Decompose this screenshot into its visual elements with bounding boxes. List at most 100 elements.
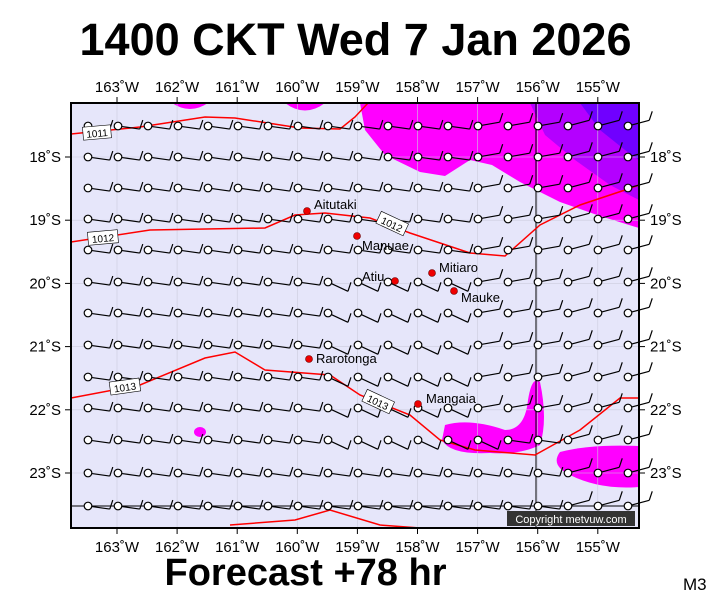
wind-barb — [413, 119, 444, 131]
barb-flag — [409, 181, 414, 192]
station-circle — [293, 340, 303, 350]
station-circle — [83, 468, 93, 478]
station-circle — [83, 277, 93, 287]
station-circle — [143, 308, 153, 318]
barb-flag — [229, 275, 234, 286]
wind-barb — [563, 393, 593, 413]
station-circle — [113, 183, 123, 193]
wind-barb — [173, 306, 204, 318]
wind-barb — [233, 466, 264, 478]
station-circle — [293, 121, 303, 131]
barb-flag — [559, 499, 564, 510]
station-circle — [413, 183, 423, 193]
wind-barb — [233, 150, 264, 162]
station-circle — [323, 245, 333, 255]
barb-flag — [289, 306, 294, 317]
station-circle — [113, 501, 123, 511]
wind-barb — [143, 370, 174, 382]
station-circle — [623, 277, 633, 287]
barb-flag — [199, 181, 204, 192]
wind-barb — [233, 212, 264, 224]
barb-flag — [259, 401, 264, 412]
station-circle — [83, 340, 93, 350]
wind-barb — [173, 181, 204, 193]
station-circle — [533, 403, 543, 413]
barb-flag — [259, 119, 264, 130]
station-circle — [623, 468, 633, 478]
station-circle — [263, 501, 273, 511]
wind-barb — [113, 433, 144, 445]
wind-barb — [533, 466, 564, 478]
barb-flag — [347, 345, 352, 355]
barb-flag — [229, 338, 234, 349]
barb-flag — [559, 236, 564, 247]
station-circle — [83, 435, 93, 445]
longitude-labels-bottom: 163˚W 162˚W 161˚W 160˚W 159˚W 158˚W 157˚W 156˚W… — [95, 539, 621, 556]
barb-flag — [467, 440, 472, 450]
station-circle — [533, 308, 543, 318]
station-circle — [383, 277, 393, 287]
wind-barb — [293, 306, 324, 318]
wind-barb — [563, 458, 593, 478]
wind-barb — [443, 119, 474, 131]
station-circle — [263, 121, 273, 131]
station-circle — [413, 121, 423, 131]
station-circle — [443, 372, 453, 382]
station-circle — [203, 214, 213, 224]
barb-flag — [499, 112, 504, 123]
station-circle — [113, 468, 123, 478]
station-circle — [623, 403, 633, 413]
barb-flag — [199, 433, 204, 444]
wind-barb — [563, 267, 593, 287]
barb-flag — [439, 212, 444, 223]
barb-flag — [199, 338, 204, 349]
wind-barb — [263, 370, 294, 382]
wind-barb — [293, 370, 324, 382]
wind-barb — [353, 243, 384, 255]
longitude-label: 159˚W — [335, 79, 380, 96]
wind-barb — [203, 338, 234, 350]
station-circle — [623, 245, 633, 255]
station-circle — [503, 245, 513, 255]
wind-barb — [443, 372, 472, 387]
isobar-label: 1013 — [108, 377, 142, 395]
wind-barb — [113, 401, 144, 413]
station-circle — [353, 468, 363, 478]
barb-flag — [529, 174, 534, 185]
station-circle — [563, 152, 573, 162]
station-circle — [113, 121, 123, 131]
station-circle — [173, 214, 183, 224]
barb-flag — [439, 466, 444, 477]
station-circle — [413, 340, 423, 350]
barb-flag — [109, 466, 114, 477]
station-circle — [473, 214, 483, 224]
barb-flag — [289, 401, 294, 412]
barb-flag — [618, 267, 623, 277]
station-circle — [83, 372, 93, 382]
barb-flag — [559, 112, 564, 123]
wind-barb — [383, 435, 412, 450]
wind-barb — [173, 338, 204, 350]
longitude-label: 163˚W — [95, 539, 140, 556]
rain-area-northeast-heavy — [580, 103, 639, 160]
station-circle — [473, 121, 483, 131]
longitude-label: 158˚W — [395, 539, 440, 556]
rain-blob-top — [172, 103, 208, 109]
barb-flag — [437, 313, 442, 323]
station-circle — [443, 403, 453, 413]
wind-barb — [293, 181, 324, 193]
station-circle — [233, 372, 243, 382]
station-circle — [293, 468, 303, 478]
wind-barb — [473, 174, 504, 193]
wind-barb — [203, 401, 234, 413]
wind-barb — [323, 150, 354, 162]
latitude-label: 21˚S — [29, 339, 61, 356]
barb-flag — [347, 377, 352, 387]
station-circle — [563, 468, 573, 478]
station-circle — [233, 308, 243, 318]
wind-barb — [233, 119, 264, 131]
barb-flag — [199, 275, 204, 286]
wind-barb — [323, 499, 354, 511]
station-circle — [413, 308, 423, 318]
station-circle — [353, 340, 363, 350]
